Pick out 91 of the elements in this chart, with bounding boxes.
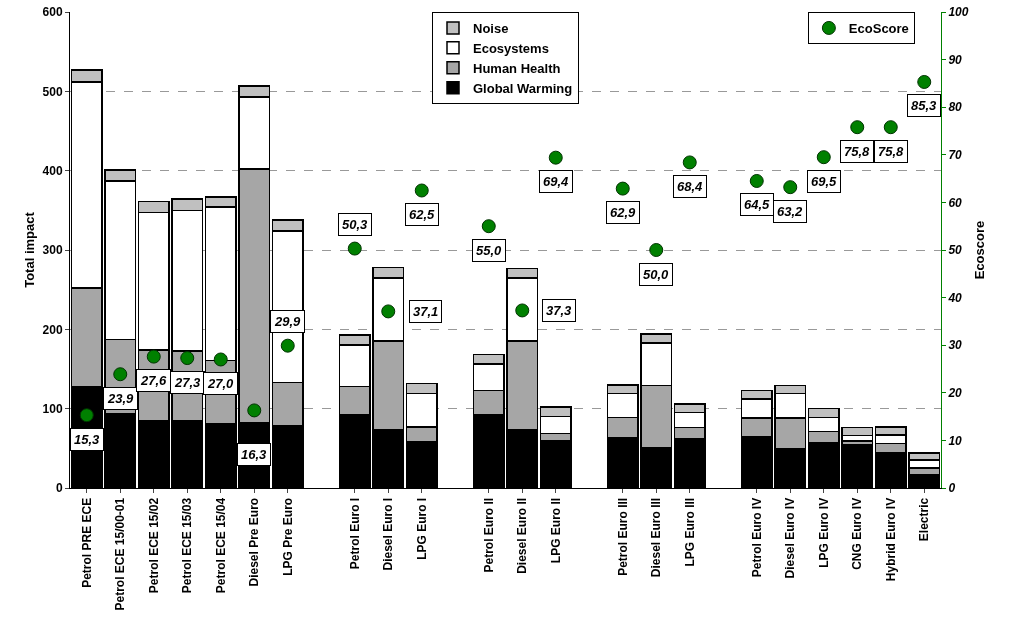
- point: [883, 120, 898, 135]
- data-label: 75,8: [844, 144, 871, 159]
- data-label: 23,9: [107, 391, 135, 406]
- x-tick-label: Electric: [917, 497, 932, 542]
- data-label: 85,3: [911, 98, 938, 113]
- data-label: 69,4: [543, 174, 570, 189]
- data-label: 50,3: [342, 217, 369, 232]
- x-tick-label: Diesel Euro II: [515, 497, 530, 574]
- point: [515, 303, 530, 318]
- data-label: 55,0: [476, 243, 503, 258]
- point: [682, 155, 697, 170]
- point: [749, 173, 764, 188]
- data-label: 62,9: [610, 205, 637, 220]
- data-label: 75,8: [878, 144, 905, 159]
- point: [347, 241, 362, 256]
- x-tick-label: LPG Euro IV: [816, 497, 831, 568]
- y2-tick-label: 80: [948, 100, 963, 115]
- x-tick-label: Diesel Pre Euro: [247, 497, 262, 587]
- point: [850, 120, 865, 135]
- x-tick-label: LPG Euro I: [414, 497, 429, 560]
- x-tick-label: Petrol Euro II: [481, 497, 496, 573]
- x-tick-label: CNG Euro IV: [850, 497, 865, 570]
- point: [917, 74, 932, 89]
- y2-tick-label: 10: [948, 433, 963, 448]
- x-tick-label: Petrol PRE ECE: [79, 497, 94, 588]
- data-label: 63,2: [777, 204, 804, 219]
- data-label: 27,6: [140, 373, 168, 388]
- data-label: 68,4: [677, 179, 704, 194]
- y2-tick-label: 100: [948, 5, 969, 20]
- x-tick-label: Petrol ECE 15/03: [180, 497, 195, 594]
- data-label: 37,3: [546, 303, 573, 318]
- data-label: 50,0: [643, 267, 670, 282]
- point: [381, 304, 396, 319]
- x-tick-label: Diesel Euro IV: [783, 497, 798, 579]
- legend-label: Global Warming: [473, 80, 573, 96]
- y-tick-label: 100: [42, 401, 63, 416]
- point: [113, 367, 128, 382]
- x-tick-label: LPG Pre Euro: [280, 497, 295, 576]
- point: [79, 408, 94, 423]
- y2-tick-label: 50: [948, 243, 963, 258]
- y-axis-title: Total impact: [22, 211, 37, 288]
- y-tick-label: 400: [42, 163, 63, 178]
- point: [146, 349, 161, 364]
- x-tick-label: Diesel Euro I: [381, 497, 396, 571]
- x-tick-label: Petrol ECE 15/02: [146, 497, 161, 594]
- point: [615, 181, 630, 196]
- point: [649, 243, 664, 257]
- data-label: 69,5: [811, 174, 838, 189]
- y2-tick-label: 40: [947, 290, 963, 305]
- data-label: 29,9: [274, 314, 302, 329]
- point: [280, 338, 295, 353]
- y2-tick-label: 60: [948, 195, 963, 210]
- x-tick-label: Petrol Euro I: [347, 497, 362, 570]
- data-label: 62,5: [409, 207, 436, 222]
- y2-tick-label: 0: [948, 481, 956, 496]
- y2-tick-label: 90: [948, 52, 963, 67]
- point: [180, 351, 195, 366]
- legend-label: Noise: [473, 21, 509, 37]
- x-tick-label: Petrol ECE 15/00-01: [113, 497, 128, 611]
- data-label: 15,3: [74, 432, 101, 447]
- x-tick-label: Hybrid Euro IV: [883, 497, 898, 582]
- data-label: 64,5: [744, 197, 771, 212]
- point: [213, 352, 228, 367]
- point: [481, 219, 496, 234]
- x-tick-label: Petrol Euro IV: [749, 497, 764, 578]
- x-tick-label: LPG Euro II: [548, 497, 563, 564]
- y2-tick-label: 20: [947, 386, 963, 400]
- data-label: 37,1: [413, 304, 439, 319]
- legend-label: Ecosystems: [473, 40, 549, 56]
- legend-label: EcoScore: [848, 21, 909, 37]
- y-tick-label: 300: [42, 243, 63, 258]
- y2-tick-label: 70: [948, 148, 963, 162]
- y-tick-label: 600: [42, 5, 63, 20]
- y2-tick-label: 30: [948, 338, 963, 353]
- x-tick-label: Petrol Euro III: [615, 497, 630, 576]
- data-label: 27,0: [207, 376, 235, 391]
- y-tick-label: 200: [42, 322, 63, 337]
- data-label: 27,3: [174, 375, 202, 390]
- x-tick-label: Diesel Euro III: [649, 497, 664, 578]
- point: [816, 150, 831, 165]
- point: [247, 403, 262, 418]
- point: [548, 150, 563, 165]
- y2-axis-title: Ecoscore: [971, 220, 987, 280]
- point: [414, 183, 429, 198]
- x-tick-label: LPG Euro III: [682, 497, 697, 567]
- point: [783, 180, 798, 195]
- legend-label: Human Health: [473, 60, 561, 76]
- y-tick-label: 500: [42, 84, 63, 99]
- data-label: 16,3: [241, 447, 268, 462]
- y-tick-label: 0: [55, 481, 63, 496]
- x-tick-label: Petrol ECE 15/04: [213, 497, 228, 594]
